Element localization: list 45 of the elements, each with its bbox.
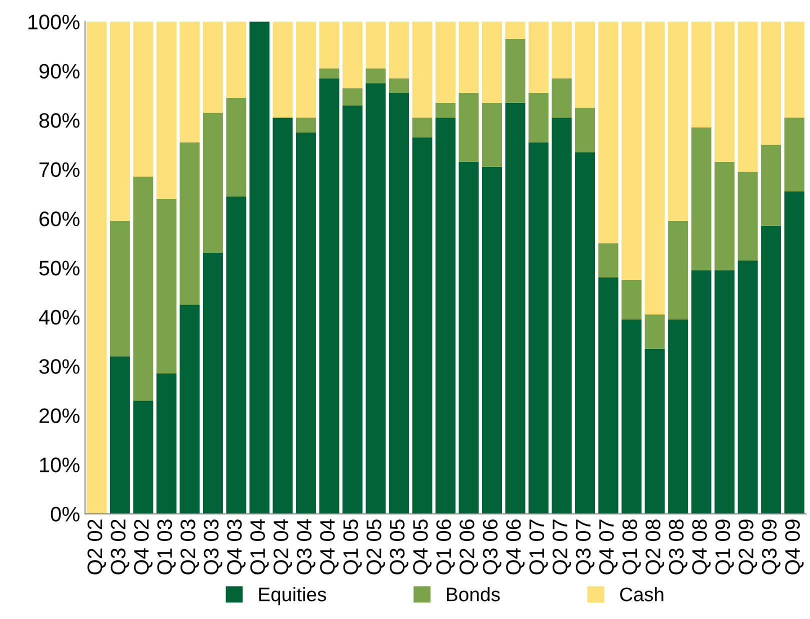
legend-label: Bonds	[446, 587, 500, 602]
y-tick-label: 90%	[39, 64, 80, 79]
x-tick-label: Q2 02	[88, 520, 106, 574]
x-tick-label: Q4 02	[134, 520, 153, 574]
x-tick-label: Q3 08	[668, 520, 688, 574]
y-tick-label: 60%	[40, 212, 80, 226]
x-tick-label: Q2 04	[274, 519, 292, 574]
x-tick-label: Q2 07	[552, 520, 572, 574]
y-tick-label: 100%	[28, 14, 80, 30]
x-tick-label: Q2 05	[366, 520, 386, 574]
x-tick-label: Q1 09	[715, 520, 734, 574]
x-tick-label: Q3 05	[390, 520, 408, 574]
x-tick-label: Q1 06	[436, 520, 455, 574]
x-tick-label: Q2 03	[180, 520, 200, 574]
x-tick-label: Q1 07	[529, 520, 548, 574]
x-tick-label: Q2 09	[738, 520, 758, 574]
x-tick-label: Q1 08	[622, 520, 641, 574]
x-tick-label: Q4 05	[413, 520, 432, 574]
y-tick-label: 0%	[50, 506, 80, 522]
legend-label: Cash	[620, 587, 664, 602]
x-tick-label: Q2 06	[460, 520, 478, 574]
y-tick-label: 70%	[40, 162, 80, 178]
x-tick-label: Q4 08	[692, 520, 711, 574]
x-tick-label: Q4 04	[320, 519, 339, 574]
x-tick-label: Q4 09	[785, 520, 804, 574]
x-tick-label: Q4 03	[227, 520, 246, 574]
x-tick-label: Q1 04	[250, 519, 269, 574]
x-tick-label: Q4 07	[599, 520, 618, 574]
y-tick-label: 40%	[38, 310, 80, 325]
x-tick-label: Q3 06	[482, 520, 502, 574]
x-tick-label: Q4 06	[506, 520, 525, 574]
x-tick-label: Q3 07	[576, 520, 594, 574]
x-tick-label: Q1 03	[157, 520, 176, 574]
y-tick-label: 50%	[39, 260, 80, 276]
legend-label: Equities	[259, 587, 326, 606]
y-tick-label: 30%	[39, 359, 80, 374]
x-tick-label: Q1 05	[343, 520, 362, 574]
x-tick-label: Q3 02	[110, 520, 130, 574]
x-tick-label: Q3 04	[296, 519, 316, 574]
y-tick-label: 20%	[40, 408, 80, 424]
x-tick-label: Q2 08	[646, 520, 664, 574]
y-tick-label: 10%	[40, 458, 80, 472]
x-tick-label: Q3 03	[204, 520, 222, 574]
x-tick-label: Q3 09	[762, 520, 780, 574]
y-tick-label: 80%	[39, 113, 80, 128]
